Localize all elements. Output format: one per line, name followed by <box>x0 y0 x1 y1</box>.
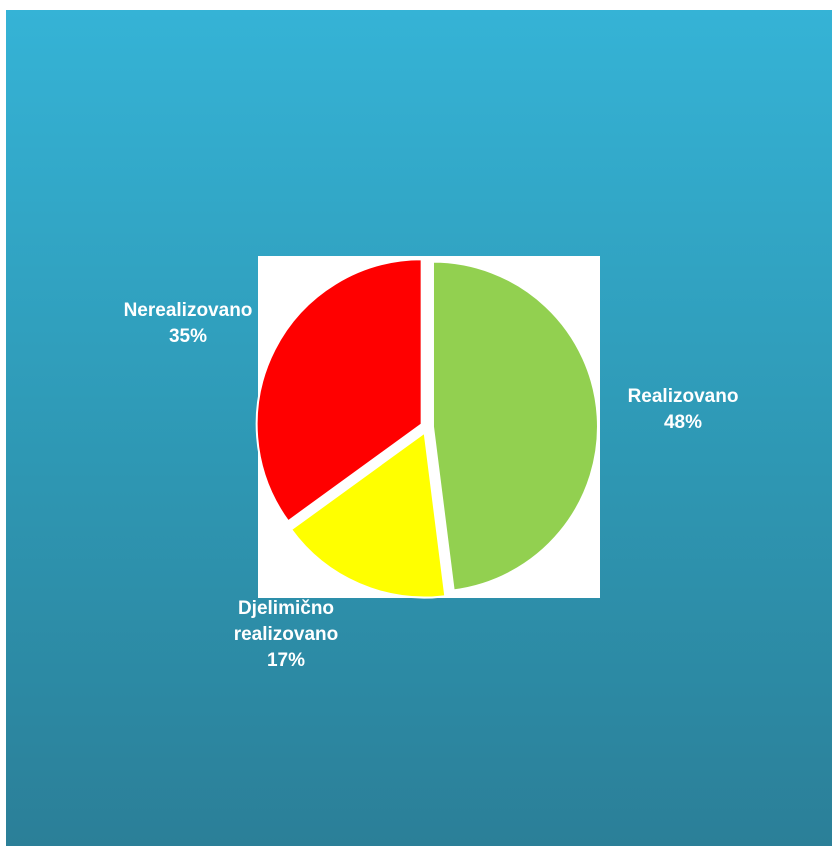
slice-label-text: realizovano <box>233 624 339 645</box>
slice-percent: 17% <box>266 650 306 671</box>
slice-label-realizovano: Realizovano 48% <box>602 384 764 436</box>
slice-percent: 48% <box>663 412 703 433</box>
pie-slice-realizovano <box>431 260 599 592</box>
pie-slice-nerealizovano <box>255 258 423 523</box>
slice-label-text: Realizovano <box>627 386 739 407</box>
slice-label-nerealizovano: Nerealizovano 35% <box>108 298 268 350</box>
slice-label-text: Djelimično <box>237 598 335 619</box>
slice-percent: 35% <box>168 326 208 347</box>
pie-slice-djelimicno <box>289 430 447 599</box>
slice-label-djelimicno: Djelimično realizovano 17% <box>200 596 372 674</box>
slice-label-text: Nerealizovano <box>123 300 253 321</box>
